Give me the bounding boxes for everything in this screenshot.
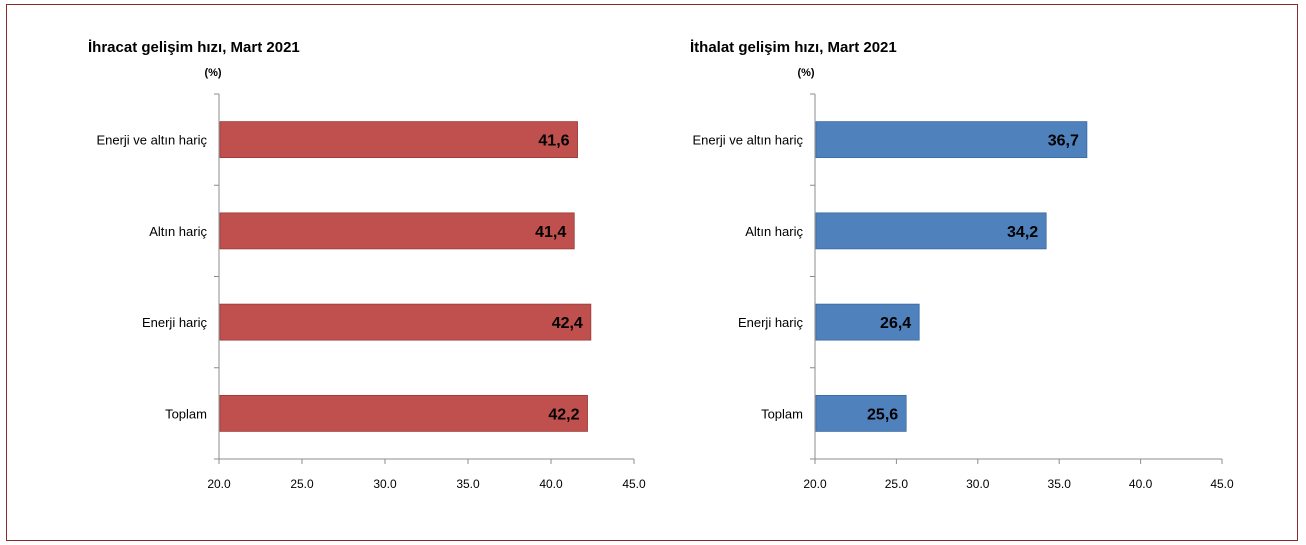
data-label: 42,2	[548, 406, 579, 423]
x-tick-label: 20.0	[803, 477, 827, 491]
data-label: 36,7	[1048, 133, 1079, 150]
category-label: Toplam	[761, 406, 803, 421]
x-tick-label: 25.0	[290, 477, 314, 491]
bar	[219, 394, 588, 432]
unit-label: (%)	[797, 67, 814, 79]
chart-title: İhracat gelişim hızı, Mart 2021	[88, 39, 300, 56]
chart-title: İthalat gelişim hızı, Mart 2021	[690, 39, 897, 56]
bar	[815, 394, 907, 432]
data-label: 41,4	[535, 224, 566, 241]
category-label: Enerji hariç	[738, 315, 804, 330]
bar	[219, 303, 592, 341]
x-tick-label: 20.0	[207, 477, 231, 491]
bar	[815, 212, 1047, 250]
x-tick-label: 35.0	[456, 477, 480, 491]
export-growth-chart: İhracat gelişim hızı, Mart 2021 (%) 20.0 25…	[88, 39, 646, 491]
x-tick-label: 45.0	[622, 477, 646, 491]
x-tick-label: 40.0	[1129, 477, 1153, 491]
category-label: Altın hariç	[149, 224, 207, 239]
chart-frame	[6, 4, 1298, 541]
x-tick-label: 40.0	[539, 477, 563, 491]
category-label: Enerji ve altın hariç	[692, 133, 803, 148]
data-label: 26,4	[880, 315, 911, 332]
bar	[219, 212, 575, 250]
data-label: 25,6	[867, 406, 898, 423]
data-label: 41,6	[538, 133, 569, 150]
data-label: 42,4	[552, 315, 583, 332]
x-tick-label: 45.0	[1210, 477, 1234, 491]
category-label: Enerji hariç	[142, 315, 208, 330]
x-tick-label: 35.0	[1048, 477, 1072, 491]
category-label: Altın hariç	[745, 224, 803, 239]
x-tick-label: 25.0	[885, 477, 909, 491]
unit-label: (%)	[204, 67, 221, 79]
x-tick-label: 30.0	[373, 477, 397, 491]
data-label: 34,2	[1007, 224, 1038, 241]
category-label: Toplam	[165, 406, 207, 421]
bar	[219, 121, 578, 159]
x-tick-label: 30.0	[966, 477, 990, 491]
bar	[815, 303, 920, 341]
import-growth-chart: İthalat gelişim hızı, Mart 2021 (%) 20.0 25…	[690, 39, 1234, 491]
category-label: Enerji ve altın hariç	[96, 133, 207, 148]
bar	[815, 121, 1088, 159]
